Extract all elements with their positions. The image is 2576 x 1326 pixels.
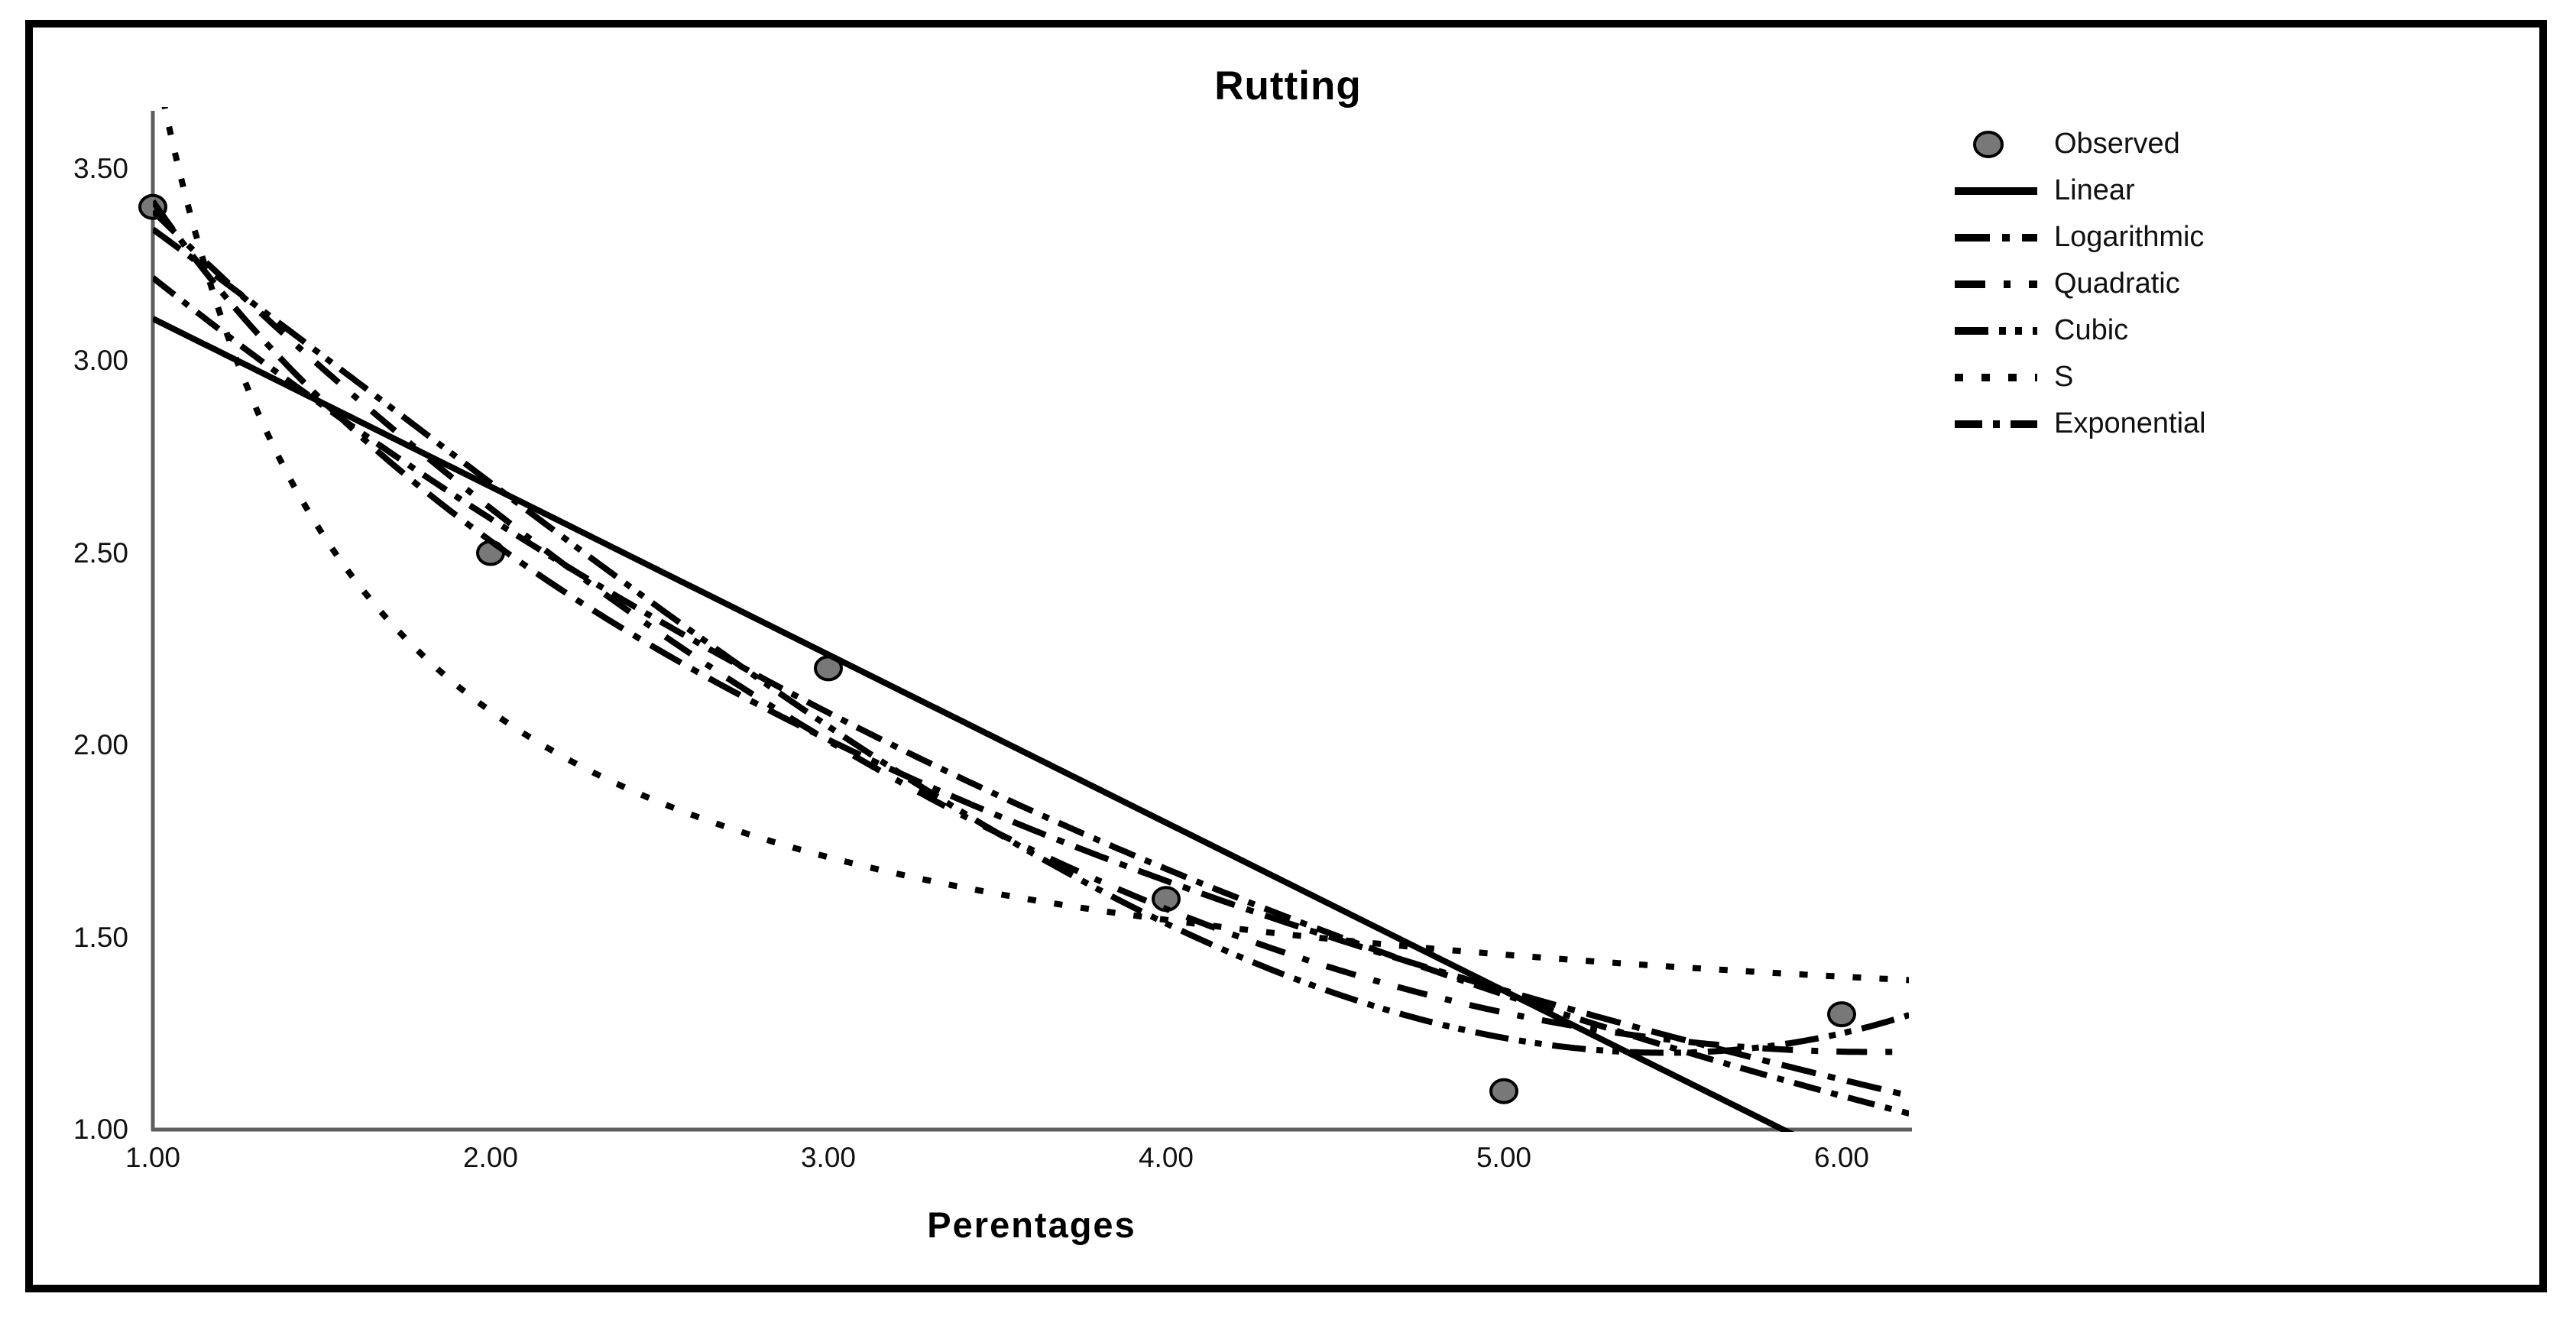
y-tick-label: 3.00: [73, 345, 128, 376]
legend-label: Logarithmic: [2054, 221, 2205, 253]
chart-title: Rutting: [1214, 63, 1362, 109]
legend-row-s: S: [1953, 354, 2206, 400]
observed-points: [138, 193, 1856, 1104]
x-tick-label: 5.00: [1476, 1142, 1531, 1173]
x-tick-label: 3.00: [800, 1142, 856, 1173]
legend-swatch-marker: [1973, 130, 2004, 158]
legend-row-cubic: Cubic: [1953, 307, 2206, 354]
y-tick-label: 2.00: [73, 729, 128, 760]
legend-row-logarithmic: Logarithmic: [1953, 214, 2206, 261]
observed-point: [1827, 1001, 1856, 1028]
x-tick-label: 6.00: [1813, 1142, 1869, 1173]
legend-row-observed: Observed: [1953, 121, 2206, 167]
curves: [153, 107, 1909, 1132]
curve-logarithmic: [153, 199, 1909, 1099]
curve-s: [161, 107, 1909, 984]
legend-swatch-line: [1955, 373, 2037, 381]
legend: Observed Linear Logarithmic Quadratic Cubic S…: [1953, 121, 2206, 447]
legend-swatch-line: [1955, 420, 2037, 428]
y-tick-label: 3.50: [73, 152, 128, 184]
legend-label: Linear: [2054, 174, 2135, 206]
legend-label: S: [2054, 361, 2074, 393]
observed-marker-icon: [1973, 130, 2004, 158]
y-tick-label: 1.00: [73, 1114, 128, 1145]
legend-row-exponential: Exponential: [1953, 400, 2206, 447]
curve-quadratic: [153, 209, 1909, 1055]
observed-point: [1489, 1078, 1518, 1104]
legend-swatch-line: [1955, 186, 2037, 195]
legend-label: Observed: [2054, 128, 2180, 160]
curve-linear: [153, 316, 1795, 1132]
x-axis-title: Perentages: [927, 1204, 1136, 1245]
x-tick-label: 2.00: [462, 1142, 518, 1173]
legend-label: Exponential: [2054, 407, 2206, 439]
legend-row-linear: Linear: [1953, 167, 2206, 214]
curve-exponential: [153, 275, 1909, 1117]
chart-border: [25, 20, 2547, 1292]
x-tick-label: 1.00: [125, 1142, 180, 1173]
curve-cubic: [153, 226, 1909, 1056]
legend-row-quadratic: Quadratic: [1953, 261, 2206, 307]
legend-swatch-line: [1955, 326, 2037, 335]
legend-label: Quadratic: [2054, 267, 2180, 300]
legend-swatch-line: [1955, 280, 2037, 288]
x-tick-label: 4.00: [1138, 1142, 1194, 1173]
legend-label: Cubic: [2054, 314, 2129, 346]
legend-swatch-line: [1955, 233, 2037, 242]
y-tick-label: 2.50: [73, 537, 128, 569]
y-tick-label: 1.50: [73, 921, 128, 953]
